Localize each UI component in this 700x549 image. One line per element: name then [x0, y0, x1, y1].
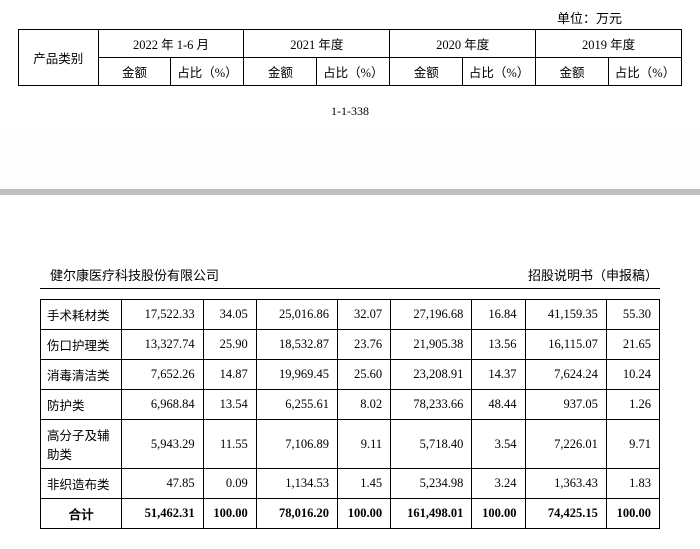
amount-cell: 6,968.84 [122, 390, 203, 420]
period-header: 2020 年度 [390, 30, 536, 58]
company-name: 健尔康医疗科技股份有限公司 [50, 265, 219, 284]
row-label: 合计 [41, 499, 122, 529]
pct-cell: 14.87 [203, 360, 256, 390]
unit-label: 单位：万元 [18, 8, 682, 29]
amount-cell: 5,943.29 [122, 420, 203, 469]
pct-cell: 9.11 [337, 420, 390, 469]
amount-cell: 51,462.31 [122, 499, 203, 529]
amount-cell: 41,159.35 [525, 300, 606, 330]
amount-cell: 5,718.40 [391, 420, 472, 469]
amount-cell: 7,652.26 [122, 360, 203, 390]
pct-cell: 1.26 [606, 390, 659, 420]
pct-cell: 14.37 [472, 360, 525, 390]
row-label: 消毒清洁类 [41, 360, 122, 390]
amount-cell: 7,106.89 [256, 420, 337, 469]
table-row: 防护类6,968.8413.546,255.618.0278,233.6648.… [41, 390, 660, 420]
pct-cell: 8.02 [337, 390, 390, 420]
pct-cell: 10.24 [606, 360, 659, 390]
pct-cell: 3.24 [472, 469, 525, 499]
amount-header: 金额 [98, 58, 171, 86]
amount-cell: 13,327.74 [122, 330, 203, 360]
amount-cell: 47.85 [122, 469, 203, 499]
page-gap [0, 129, 700, 189]
amount-cell: 7,226.01 [525, 420, 606, 469]
table-row: 非织造布类47.850.091,134.531.455,234.983.241,… [41, 469, 660, 499]
data-table: 手术耗材类17,522.3334.0525,016.8632.0727,196.… [40, 299, 660, 529]
pct-header: 占比（%） [609, 58, 682, 86]
amount-cell: 161,498.01 [391, 499, 472, 529]
period-header: 2022 年 1-6 月 [98, 30, 244, 58]
company-header-row: 健尔康医疗科技股份有限公司 招股说明书（申报稿） [40, 265, 660, 289]
amount-cell: 17,522.33 [122, 300, 203, 330]
pct-cell: 1.45 [337, 469, 390, 499]
pct-cell: 13.56 [472, 330, 525, 360]
pct-cell: 23.76 [337, 330, 390, 360]
pct-cell: 48.44 [472, 390, 525, 420]
pct-cell: 13.54 [203, 390, 256, 420]
pct-cell: 0.09 [203, 469, 256, 499]
page-number: 1-1-338 [18, 86, 682, 129]
amount-cell: 74,425.15 [525, 499, 606, 529]
row-label: 高分子及辅助类 [41, 420, 122, 469]
amount-cell: 19,969.45 [256, 360, 337, 390]
amount-cell: 21,905.38 [391, 330, 472, 360]
pct-header: 占比（%） [463, 58, 536, 86]
amount-cell: 937.05 [525, 390, 606, 420]
pct-cell: 3.54 [472, 420, 525, 469]
amount-cell: 7,624.24 [525, 360, 606, 390]
amount-cell: 23,208.91 [391, 360, 472, 390]
amount-cell: 5,234.98 [391, 469, 472, 499]
pct-cell: 16.84 [472, 300, 525, 330]
pct-cell: 100.00 [472, 499, 525, 529]
pct-header: 占比（%） [317, 58, 390, 86]
amount-header: 金额 [390, 58, 463, 86]
row-label: 非织造布类 [41, 469, 122, 499]
row-label: 伤口护理类 [41, 330, 122, 360]
header-table: 产品类别 2022 年 1-6 月 2021 年度 2020 年度 2019 年… [18, 29, 682, 86]
amount-cell: 1,363.43 [525, 469, 606, 499]
doc-title: 招股说明书（申报稿） [528, 265, 658, 284]
pct-cell: 34.05 [203, 300, 256, 330]
amount-cell: 27,196.68 [391, 300, 472, 330]
row-header-cell: 产品类别 [19, 30, 99, 86]
pct-cell: 21.65 [606, 330, 659, 360]
page-gap [0, 195, 700, 265]
pct-cell: 100.00 [203, 499, 256, 529]
amount-cell: 6,255.61 [256, 390, 337, 420]
pct-cell: 55.30 [606, 300, 659, 330]
table-row: 高分子及辅助类5,943.2911.557,106.899.115,718.40… [41, 420, 660, 469]
pct-cell: 25.60 [337, 360, 390, 390]
amount-cell: 78,016.20 [256, 499, 337, 529]
amount-cell: 18,532.87 [256, 330, 337, 360]
period-header: 2021 年度 [244, 30, 390, 58]
table-row: 消毒清洁类7,652.2614.8719,969.4525.6023,208.9… [41, 360, 660, 390]
period-header: 2019 年度 [536, 30, 682, 58]
amount-header: 金额 [244, 58, 317, 86]
total-row: 合计51,462.31100.0078,016.20100.00161,498.… [41, 499, 660, 529]
amount-header: 金额 [536, 58, 609, 86]
row-label: 手术耗材类 [41, 300, 122, 330]
pct-cell: 100.00 [606, 499, 659, 529]
pct-cell: 100.00 [337, 499, 390, 529]
bottom-section: 健尔康医疗科技股份有限公司 招股说明书（申报稿） 手术耗材类17,522.333… [0, 265, 700, 549]
amount-cell: 1,134.53 [256, 469, 337, 499]
table-row: 手术耗材类17,522.3334.0525,016.8632.0727,196.… [41, 300, 660, 330]
pct-cell: 9.71 [606, 420, 659, 469]
amount-cell: 78,233.66 [391, 390, 472, 420]
pct-header: 占比（%） [171, 58, 244, 86]
table-row: 伤口护理类13,327.7425.9018,532.8723.7621,905.… [41, 330, 660, 360]
amount-cell: 16,115.07 [525, 330, 606, 360]
pct-cell: 25.90 [203, 330, 256, 360]
pct-cell: 32.07 [337, 300, 390, 330]
row-label: 防护类 [41, 390, 122, 420]
amount-cell: 25,016.86 [256, 300, 337, 330]
pct-cell: 11.55 [203, 420, 256, 469]
pct-cell: 1.83 [606, 469, 659, 499]
top-section: 单位：万元 产品类别 2022 年 1-6 月 2021 年度 2020 年度 … [0, 0, 700, 129]
